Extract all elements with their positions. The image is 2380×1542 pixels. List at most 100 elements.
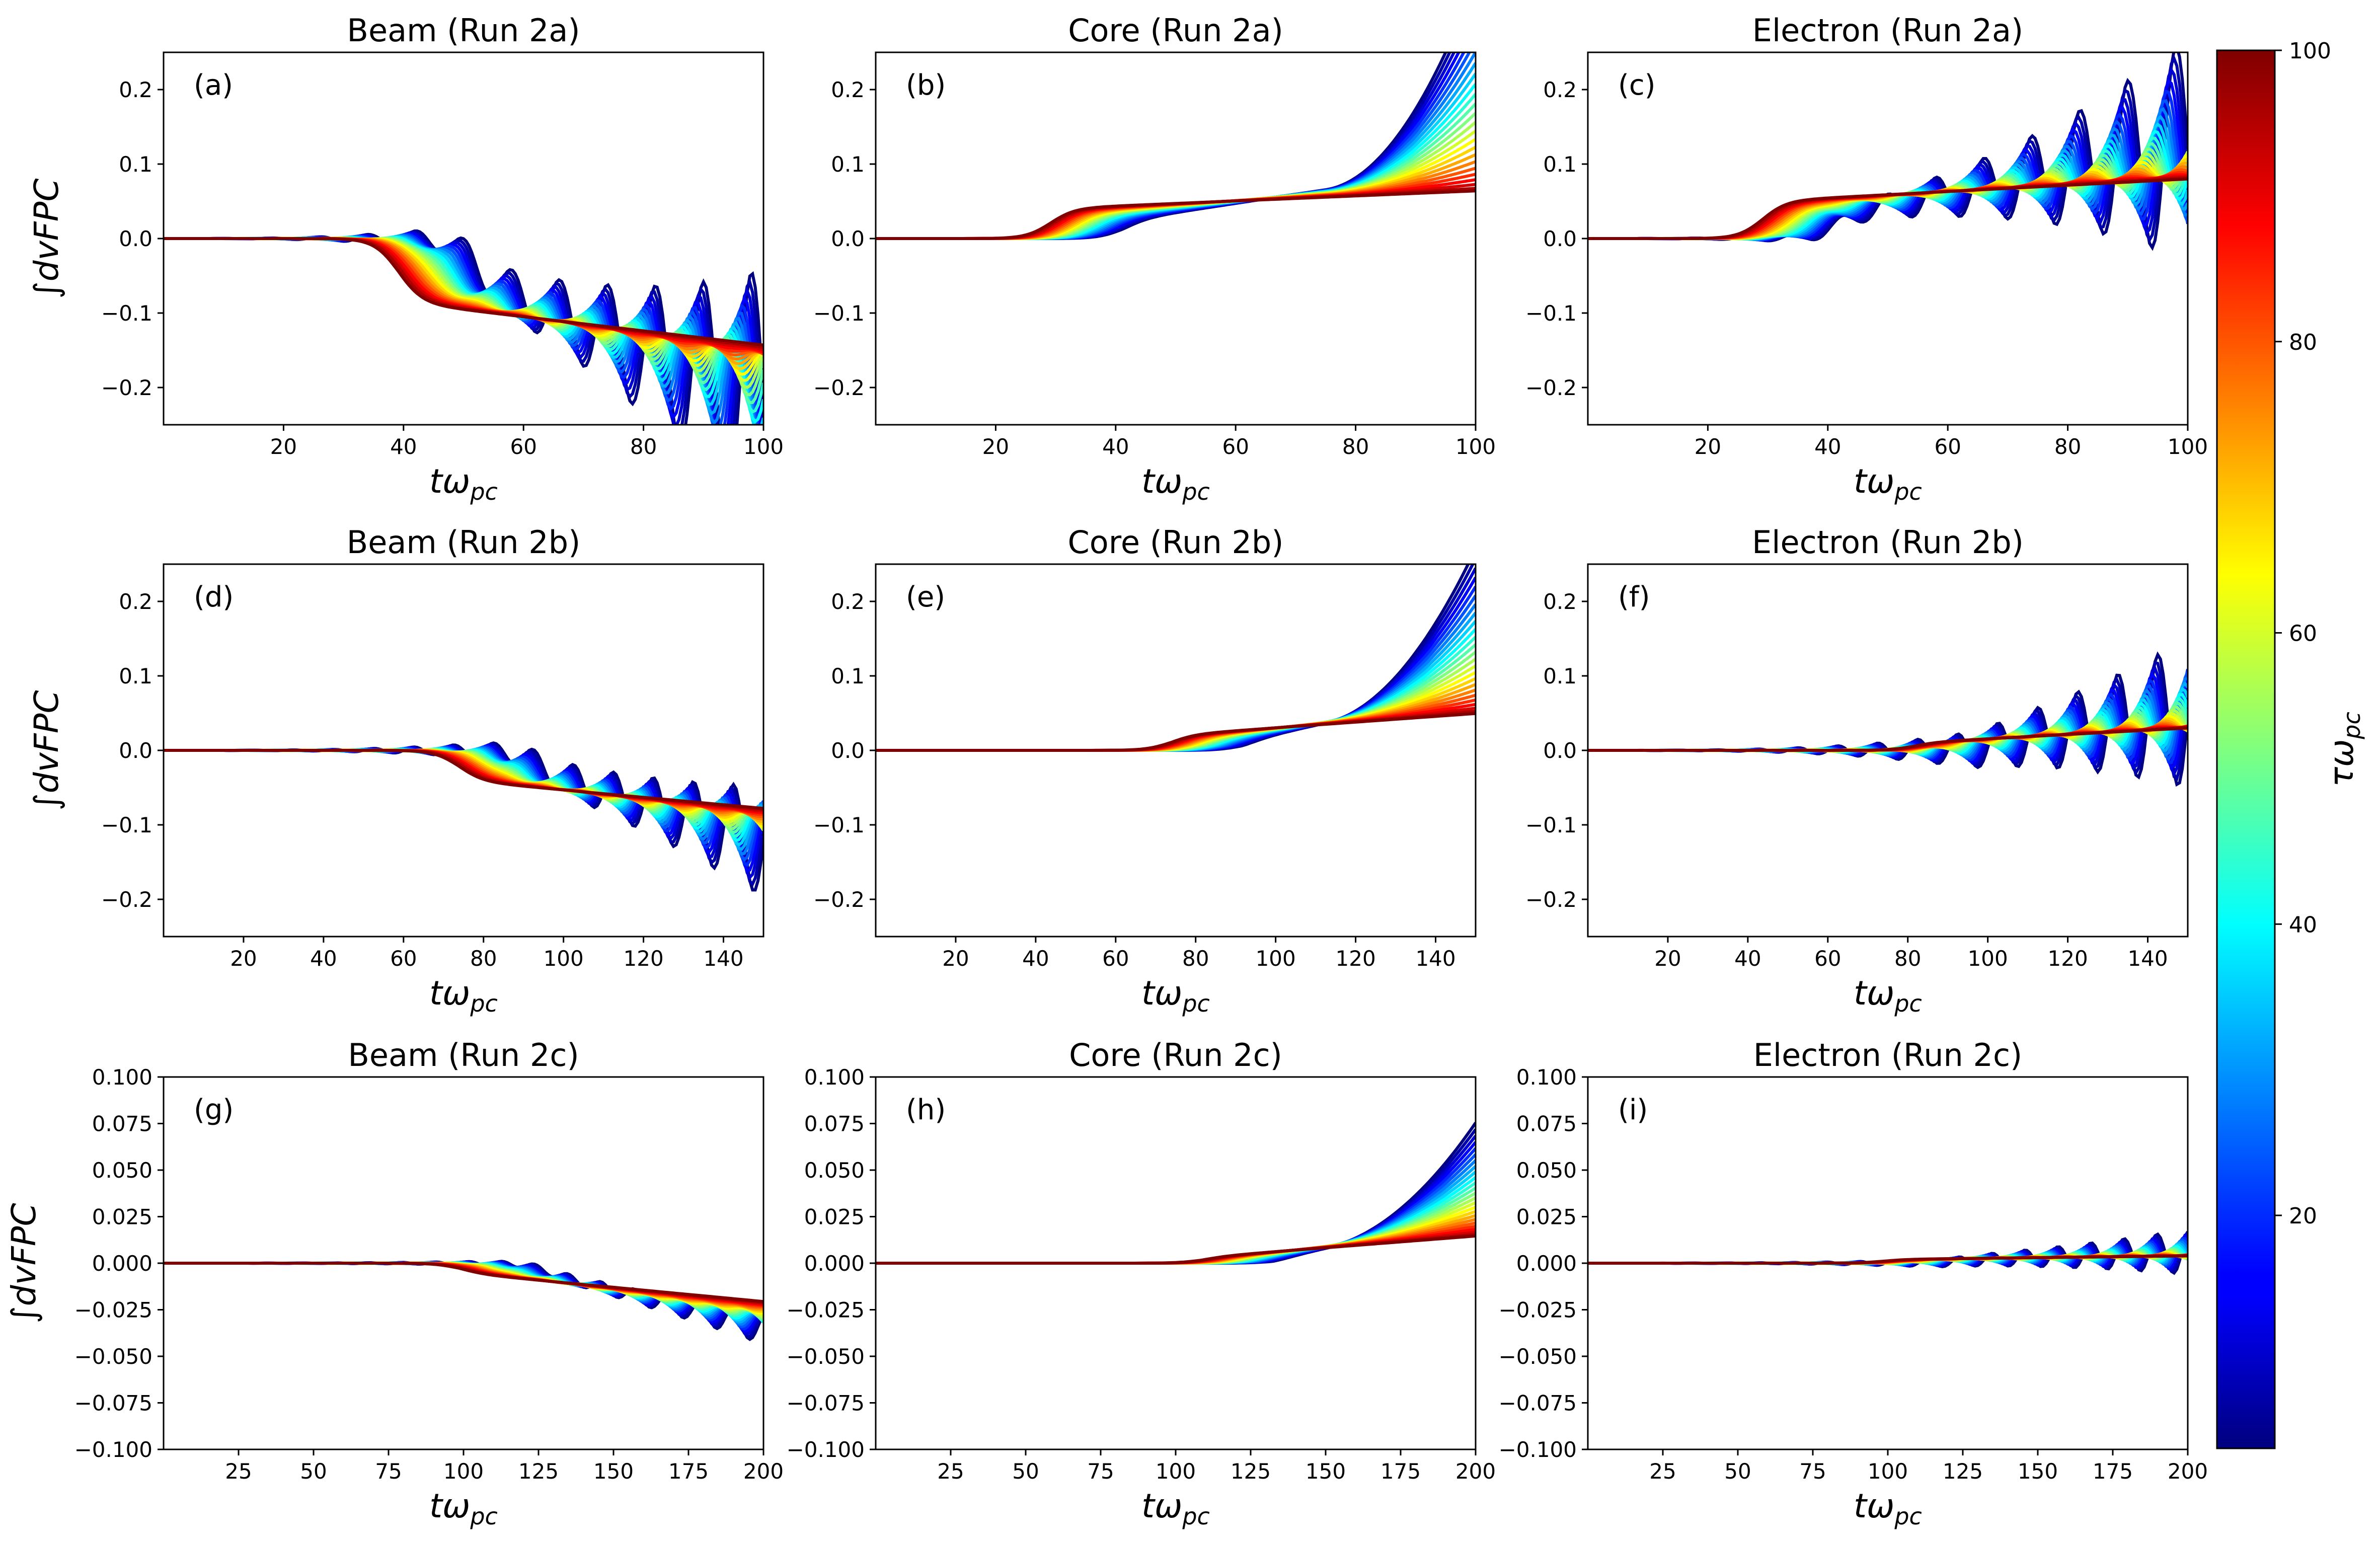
x-tick-label: 40 bbox=[1022, 946, 1049, 971]
x-tick-label: 40 bbox=[1814, 434, 1841, 459]
x-tick-label: 60 bbox=[1934, 434, 1961, 459]
y-axis-label: ∫dvFPC bbox=[5, 1203, 43, 1323]
series-line bbox=[1588, 55, 2188, 243]
y-tick-label: −0.100 bbox=[1499, 1437, 1577, 1462]
x-tick-label: 175 bbox=[2093, 1459, 2133, 1484]
y-tick-label: 0.2 bbox=[119, 78, 152, 102]
y-axis-label: ∫dvFPC bbox=[27, 690, 66, 810]
colorbar-tick-label: 40 bbox=[2289, 912, 2317, 938]
x-tick-label: 40 bbox=[1102, 434, 1129, 459]
series-line bbox=[876, 594, 1476, 752]
x-tick-label: 125 bbox=[1231, 1459, 1271, 1484]
series-line bbox=[876, 1141, 1476, 1265]
colorbar-tick-label: 20 bbox=[2289, 1203, 2317, 1229]
x-tick-label: 125 bbox=[1943, 1459, 1983, 1484]
y-tick-label: 0.0 bbox=[1543, 738, 1577, 763]
x-tick-label: 140 bbox=[1415, 946, 1455, 971]
y-tick-label: 0.025 bbox=[92, 1205, 152, 1229]
x-axis-label: tωpc bbox=[429, 1487, 498, 1530]
x-tick-label: 60 bbox=[1814, 946, 1841, 971]
y-tick-label: 0.100 bbox=[804, 1065, 865, 1090]
y-tick-label: −0.100 bbox=[787, 1437, 865, 1462]
colorbar-tick-label: 100 bbox=[2289, 38, 2331, 64]
panel-label: (e) bbox=[906, 581, 945, 613]
series-line bbox=[876, 1205, 1476, 1265]
y-tick-label: −0.050 bbox=[74, 1344, 152, 1369]
curves-b bbox=[876, 52, 1476, 240]
series-line bbox=[876, 189, 1476, 240]
y-tick-label: −0.075 bbox=[74, 1391, 152, 1416]
y-tick-label: 0.075 bbox=[92, 1112, 152, 1136]
x-tick-label: 100 bbox=[1868, 1459, 1908, 1484]
panel-title: Core (Run 2b) bbox=[1068, 524, 1284, 561]
curves-i bbox=[1588, 1230, 2188, 1275]
y-tick-label: 0.050 bbox=[804, 1158, 865, 1183]
panel-label: (i) bbox=[1618, 1094, 1648, 1126]
series-line bbox=[876, 1165, 1476, 1265]
x-tick-label: 100 bbox=[2168, 434, 2208, 459]
x-tick-label: 75 bbox=[1799, 1459, 1826, 1484]
panel-label: (h) bbox=[906, 1094, 946, 1126]
series-line bbox=[876, 564, 1475, 752]
series-line bbox=[164, 1262, 763, 1303]
x-tick-label: 150 bbox=[1306, 1459, 1346, 1484]
y-tick-label: −0.2 bbox=[101, 375, 152, 400]
curves-g bbox=[164, 1260, 763, 1341]
x-tick-label: 60 bbox=[390, 946, 417, 971]
panel-title: Electron (Run 2c) bbox=[1753, 1037, 2023, 1073]
x-axis-label-sub: pc bbox=[1182, 990, 1210, 1017]
x-tick-label: 60 bbox=[1102, 946, 1129, 971]
panel-title: Beam (Run 2b) bbox=[347, 524, 581, 561]
x-tick-label: 75 bbox=[1087, 1459, 1114, 1484]
series-line bbox=[164, 237, 763, 347]
x-tick-label: 175 bbox=[668, 1459, 709, 1484]
x-axis-label-sub: pc bbox=[1182, 1503, 1210, 1530]
x-tick-label: 50 bbox=[300, 1459, 327, 1484]
x-axis-label-sub: pc bbox=[1894, 478, 1922, 505]
series-line bbox=[876, 664, 1476, 752]
y-tick-label: 0.2 bbox=[831, 589, 865, 614]
x-axis-label-sub: pc bbox=[470, 478, 498, 505]
y-tick-label: 0.075 bbox=[804, 1112, 865, 1136]
x-tick-label: 200 bbox=[2168, 1459, 2208, 1484]
y-tick-label: −0.025 bbox=[787, 1298, 865, 1323]
y-tick-label: −0.1 bbox=[1525, 301, 1577, 326]
y-tick-label: 0.0 bbox=[1543, 226, 1577, 251]
x-tick-label: 80 bbox=[1894, 946, 1921, 971]
colorbar-label: τωpc bbox=[2322, 712, 2365, 787]
y-tick-label: 0.100 bbox=[92, 1065, 152, 1090]
series-line bbox=[876, 1147, 1476, 1265]
y-tick-label: −0.025 bbox=[1499, 1298, 1577, 1323]
y-tick-label: 0.2 bbox=[1543, 589, 1577, 614]
x-tick-label: 25 bbox=[225, 1459, 252, 1484]
y-tick-label: −0.2 bbox=[101, 887, 152, 912]
y-tick-label: 0.025 bbox=[804, 1205, 865, 1229]
x-axis-label: tωpc bbox=[429, 974, 498, 1017]
y-tick-label: 0.1 bbox=[831, 152, 865, 177]
panel-label: (c) bbox=[1618, 69, 1655, 102]
x-tick-label: 100 bbox=[1968, 946, 2008, 971]
y-tick-label: 0.100 bbox=[1516, 1065, 1577, 1090]
y-tick-label: 0.025 bbox=[1516, 1205, 1577, 1229]
curves-a bbox=[164, 229, 763, 425]
y-tick-label: 0.1 bbox=[1543, 152, 1577, 177]
x-tick-label: 150 bbox=[593, 1459, 634, 1484]
panel-label: (d) bbox=[194, 581, 234, 613]
series-line bbox=[876, 611, 1476, 752]
x-tick-label: 20 bbox=[1654, 946, 1681, 971]
y-tick-label: 0.0 bbox=[119, 226, 152, 251]
x-tick-label: 20 bbox=[1695, 434, 1721, 459]
y-tick-label: 0.1 bbox=[831, 664, 865, 688]
series-line bbox=[876, 52, 1476, 240]
y-tick-label: −0.1 bbox=[101, 301, 152, 326]
panel-label: (g) bbox=[194, 1094, 234, 1126]
x-tick-label: 120 bbox=[2048, 946, 2088, 971]
y-tick-label: −0.2 bbox=[1525, 375, 1577, 400]
x-tick-label: 125 bbox=[518, 1459, 559, 1484]
panel-e: 20 40 60 80 100 120 140 0.2 0.1 0.0 −0.1 −0.2 Core (… bbox=[813, 524, 1477, 1017]
series-line bbox=[876, 586, 1476, 752]
panel-label: (a) bbox=[194, 69, 233, 102]
x-tick-label: 150 bbox=[2018, 1459, 2058, 1484]
series-line bbox=[1588, 177, 2188, 240]
y-tick-label: 0.050 bbox=[1516, 1158, 1577, 1183]
